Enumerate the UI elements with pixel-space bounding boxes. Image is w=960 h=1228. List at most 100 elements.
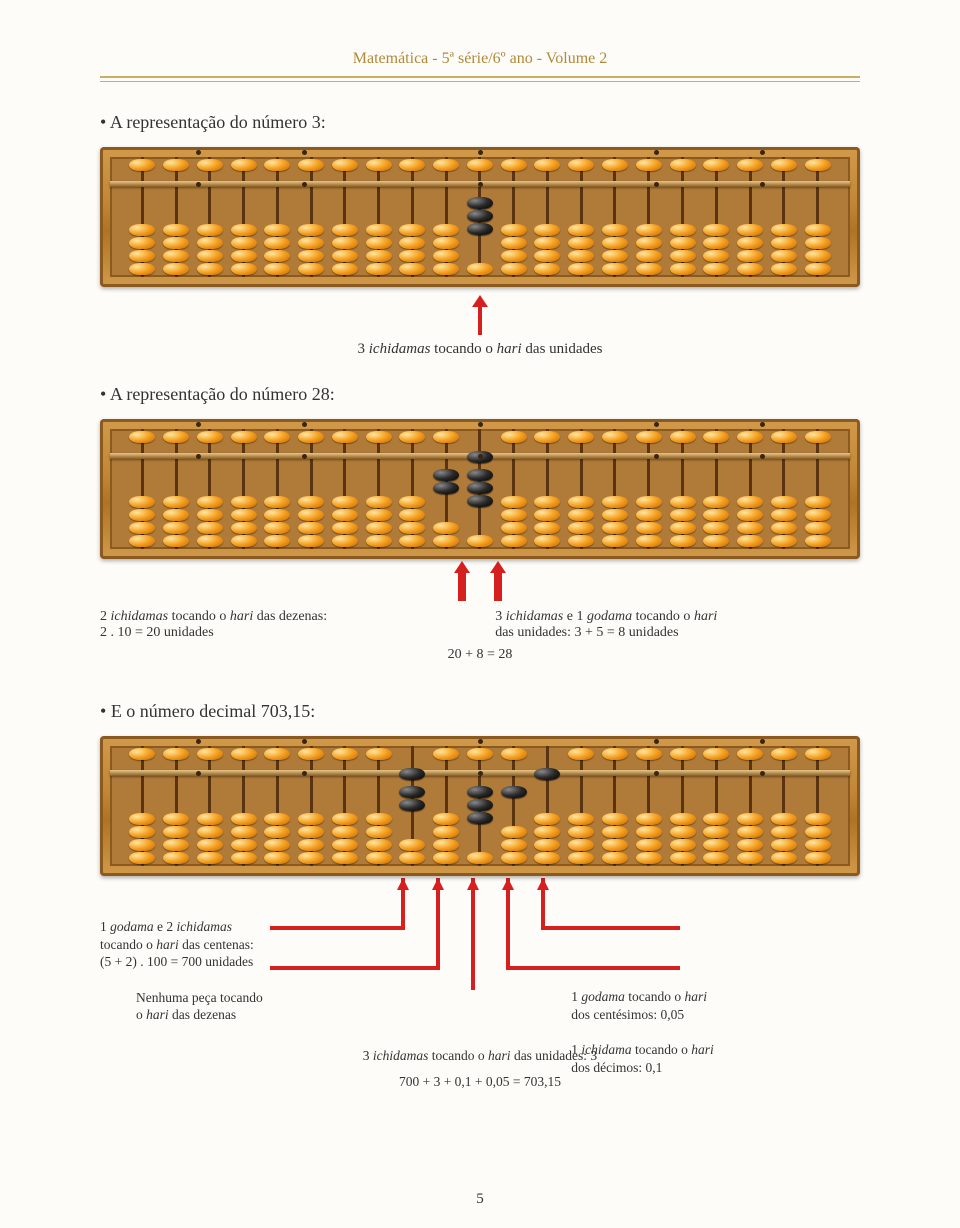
ichidama-bead (231, 813, 257, 825)
abacus-rod (310, 157, 313, 277)
abacus-rod (546, 746, 549, 866)
abacus-rod (715, 429, 718, 549)
ichidama-bead (534, 496, 560, 508)
ichidama-bead (805, 237, 831, 249)
godama-bead (467, 159, 493, 171)
ichidama-bead (737, 509, 763, 521)
cap2-right-line1: 3 ichidamas e 1 godama tocando o hari (495, 609, 860, 625)
godama-bead (433, 159, 459, 171)
ichidama-bead (129, 839, 155, 851)
ichidama-bead (197, 852, 223, 864)
godama-bead (534, 431, 560, 443)
ichidama-bead (366, 250, 392, 262)
ichidama-bead (467, 482, 493, 494)
ichidama-bead (231, 250, 257, 262)
abacus-rod (647, 157, 650, 277)
godama-bead (231, 431, 257, 443)
abacus-rod (613, 746, 616, 866)
ichidama-bead (433, 826, 459, 838)
ichidama-bead (332, 509, 358, 521)
ichidama-bead (197, 535, 223, 547)
ichidama-bead (805, 224, 831, 236)
hari-dot (302, 182, 307, 187)
ichidama-bead (771, 509, 797, 521)
ichidama-bead (568, 535, 594, 547)
ichidama-bead (805, 826, 831, 838)
ichidama-bead (298, 535, 324, 547)
cap2-left-line1: 2 ichidamas tocando o hari das dezenas: (100, 609, 465, 625)
ichidama-bead (534, 522, 560, 534)
ichidama-bead (332, 250, 358, 262)
ichidama-bead (467, 263, 493, 275)
ichidama-bead (636, 852, 662, 864)
ichidama-bead (636, 250, 662, 262)
ichidama-bead (636, 509, 662, 521)
godama-bead (501, 748, 527, 760)
godama-bead (399, 159, 425, 171)
ichidama-bead (332, 839, 358, 851)
abacus-rod (782, 429, 785, 549)
ichidama-bead (670, 813, 696, 825)
ichidama-bead (163, 237, 189, 249)
ichidama-bead (129, 224, 155, 236)
abacus-rod (343, 157, 346, 277)
abacus-rod (411, 746, 414, 866)
godama-bead (703, 748, 729, 760)
ichidama-bead (163, 263, 189, 275)
ichidama-bead (366, 813, 392, 825)
ichidama-bead (737, 250, 763, 262)
ichidama-bead (264, 852, 290, 864)
ichidama-bead (129, 496, 155, 508)
ichidama-bead (670, 839, 696, 851)
abacus-rod (681, 746, 684, 866)
godama-bead (636, 159, 662, 171)
ichidama-bead (467, 799, 493, 811)
ichidama-bead (670, 250, 696, 262)
ichidama-bead (703, 852, 729, 864)
godama-bead (737, 748, 763, 760)
caption-1: 3 ichidamas tocando o hari das unidades (100, 341, 860, 358)
abacus-rod (816, 429, 819, 549)
ichidama-bead (366, 237, 392, 249)
ichidama-bead (568, 496, 594, 508)
abacus-rod (141, 746, 144, 866)
ichidama-bead (332, 496, 358, 508)
ichidama-bead (703, 237, 729, 249)
abacus-rod (580, 429, 583, 549)
ichidama-bead (163, 224, 189, 236)
ichidama-bead (703, 496, 729, 508)
ichidama-bead (737, 813, 763, 825)
ichidama-bead (771, 522, 797, 534)
cap3-r2a: 1 ichidama tocando o hari (571, 1041, 860, 1059)
ichidama-bead (501, 237, 527, 249)
ichidama-bead (602, 509, 628, 521)
ichidama-bead (197, 509, 223, 521)
ichidama-bead (534, 263, 560, 275)
ichidama-bead (737, 839, 763, 851)
ichidama-bead (602, 535, 628, 547)
godama-bead (264, 159, 290, 171)
ichidama-bead (670, 224, 696, 236)
ichidama-bead (366, 522, 392, 534)
ichidama-bead (467, 812, 493, 824)
godama-bead (703, 431, 729, 443)
ichidama-bead (433, 535, 459, 547)
abacus-rod (208, 157, 211, 277)
ichidama-bead (163, 509, 189, 521)
ichidama-bead (231, 522, 257, 534)
ichidama-bead (332, 522, 358, 534)
abacus-rod (749, 157, 752, 277)
ichidama-bead (264, 839, 290, 851)
abacus-rod (478, 429, 481, 549)
ichidama-bead (231, 535, 257, 547)
abacus-rod (242, 746, 245, 866)
frame-dot (654, 739, 659, 744)
ichidama-bead (805, 263, 831, 275)
abacus-rod (478, 746, 481, 866)
abacus-rod (580, 746, 583, 866)
ichidama-bead (399, 799, 425, 811)
ichidama-bead (568, 839, 594, 851)
ichidama-bead (163, 522, 189, 534)
godama-bead (129, 431, 155, 443)
ichidama-bead (197, 522, 223, 534)
